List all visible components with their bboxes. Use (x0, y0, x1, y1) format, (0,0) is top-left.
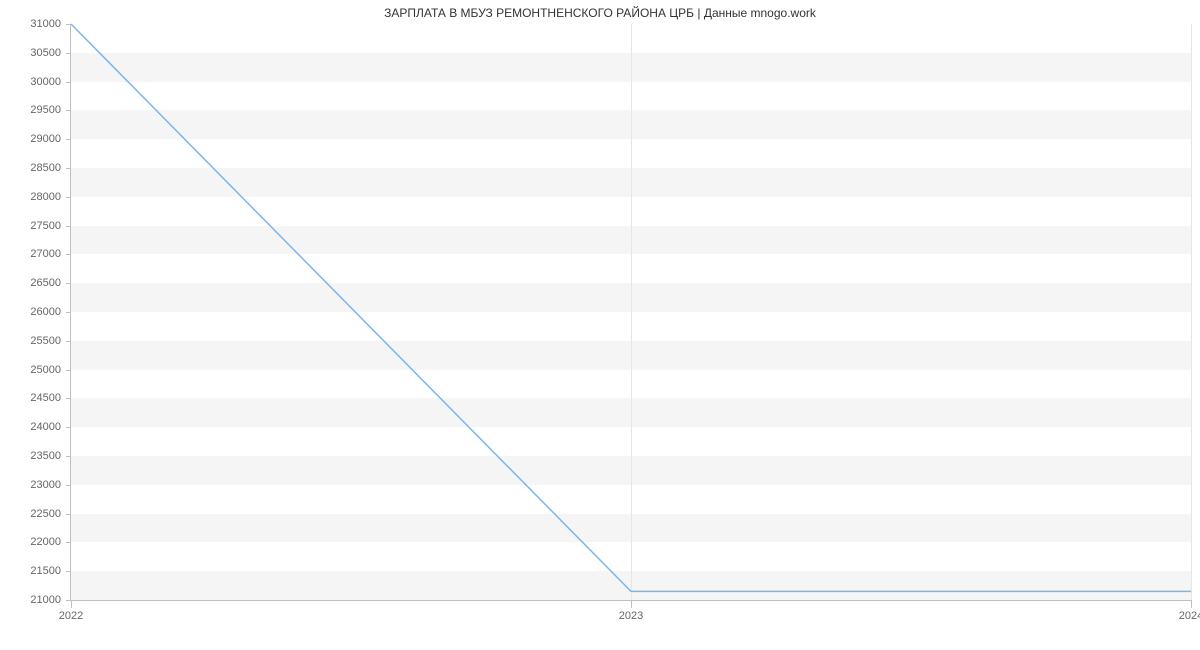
x-tick-mark (1191, 600, 1192, 608)
y-tick-label: 23500 (1, 450, 61, 462)
y-tick-label: 27000 (1, 248, 61, 260)
y-tick-label: 24500 (1, 392, 61, 404)
chart-title: ЗАРПЛАТА В МБУЗ РЕМОНТНЕНСКОГО РАЙОНА ЦР… (0, 6, 1200, 20)
y-tick-label: 26000 (1, 306, 61, 318)
y-tick-label: 28500 (1, 162, 61, 174)
x-tick-mark (631, 600, 632, 608)
y-tick-label: 21500 (1, 565, 61, 577)
plot-area: 2100021500220002250023000235002400024500… (70, 24, 1191, 601)
y-tick-label: 30500 (1, 47, 61, 59)
y-tick-label: 22000 (1, 536, 61, 548)
y-tick-label: 28000 (1, 191, 61, 203)
x-tick-mark (71, 600, 72, 608)
y-tick-label: 30000 (1, 76, 61, 88)
y-tick-label: 23000 (1, 479, 61, 491)
y-tick-label: 22500 (1, 508, 61, 520)
y-tick-label: 31000 (1, 18, 61, 30)
x-grid-line (1191, 24, 1192, 600)
y-tick-label: 29500 (1, 104, 61, 116)
y-tick-label: 21000 (1, 594, 61, 606)
y-tick-label: 26500 (1, 277, 61, 289)
y-tick-label: 29000 (1, 133, 61, 145)
y-tick-label: 25000 (1, 364, 61, 376)
y-tick-label: 25500 (1, 335, 61, 347)
y-tick-label: 24000 (1, 421, 61, 433)
y-tick-label: 27500 (1, 220, 61, 232)
data-series-line (71, 24, 1191, 600)
chart-container: ЗАРПЛАТА В МБУЗ РЕМОНТНЕНСКОГО РАЙОНА ЦР… (0, 0, 1200, 650)
x-tick-label: 2023 (619, 610, 643, 622)
x-tick-label: 2022 (59, 610, 83, 622)
x-tick-label: 2024 (1179, 610, 1200, 622)
